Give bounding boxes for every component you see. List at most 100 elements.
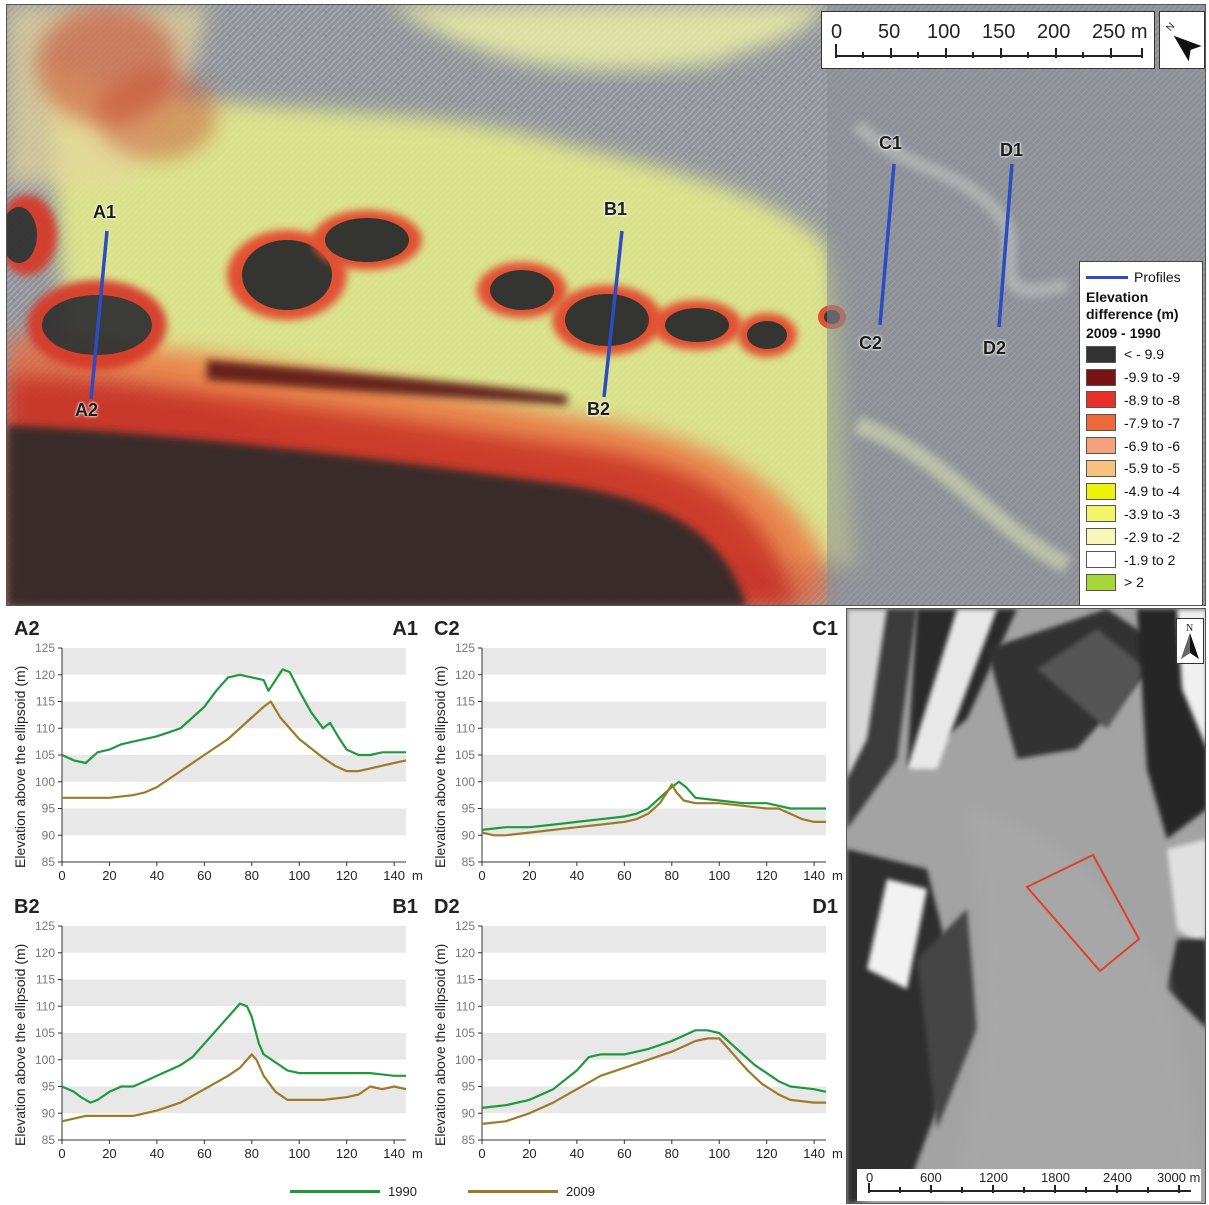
x-axis-unit: m bbox=[412, 868, 422, 883]
profile-label-a1: A1 bbox=[93, 202, 117, 222]
y-tick-label: 120 bbox=[35, 946, 55, 960]
grid-band bbox=[62, 926, 406, 953]
profile-line-c[interactable] bbox=[878, 163, 896, 326]
y-tick-label: 95 bbox=[462, 802, 476, 816]
profile-line-swatch bbox=[1086, 275, 1128, 279]
y-tick-label: 125 bbox=[455, 919, 475, 933]
profile-label-c2: C2 bbox=[859, 333, 883, 353]
legend-class-label: > 2 bbox=[1124, 574, 1144, 591]
scalebar-graphic: 0 50 100 150 200 250 m bbox=[831, 21, 1148, 58]
overview-north-label: N bbox=[1186, 623, 1193, 634]
y-tick-label: 90 bbox=[462, 1106, 476, 1120]
profile-start-label: C2 bbox=[434, 618, 460, 640]
legend-class-row: > 2 bbox=[1086, 571, 1196, 594]
x-tick-label: 120 bbox=[336, 1146, 358, 1161]
legend-class-row: -6.9 to -6 bbox=[1086, 434, 1196, 457]
north-arrow-icon: N bbox=[1164, 21, 1202, 62]
scale-tick-100: 100 bbox=[927, 21, 960, 43]
x-tick-label: 20 bbox=[522, 868, 536, 883]
y-tick-label: 85 bbox=[42, 855, 56, 869]
x-axis-unit: m bbox=[832, 868, 842, 883]
x-tick-label: 0 bbox=[478, 868, 485, 883]
north-arrow-box: N bbox=[1159, 11, 1205, 69]
x-tick-label: 100 bbox=[288, 1146, 310, 1161]
legend-class-swatch bbox=[1086, 528, 1116, 546]
grid-band bbox=[62, 701, 406, 729]
y-tick-label: 100 bbox=[455, 775, 475, 789]
profile-line-a[interactable] bbox=[89, 230, 109, 400]
x-axis-unit: m bbox=[832, 1146, 842, 1161]
profile-plot: 85 90 95 100 105 110 115 120 125 0 20 40 60 80 100 120 1… bbox=[35, 919, 422, 1161]
x-tick-label: 20 bbox=[522, 1146, 536, 1161]
profile-chart: 85 90 95 100 105 110 115 120 125 0 20 40 60 80 100 120 1… bbox=[428, 896, 842, 1168]
y-tick-label: 105 bbox=[455, 1026, 475, 1040]
x-tick-label: 40 bbox=[570, 868, 584, 883]
study-area-box[interactable] bbox=[1025, 853, 1141, 973]
y-tick-label: 125 bbox=[455, 641, 475, 655]
legend-class-row: < - 9.9 bbox=[1086, 343, 1196, 366]
ov-scale-tick-3000: 3000 m bbox=[1157, 1170, 1200, 1185]
profile-chart: 85 90 95 100 105 110 115 120 125 0 20 40 60 80 100 120 1… bbox=[428, 618, 842, 890]
legend-class-row: -4.9 to -4 bbox=[1086, 480, 1196, 503]
legend-class-row: -8.9 to -8 bbox=[1086, 389, 1196, 412]
x-tick-label: 20 bbox=[102, 1146, 116, 1161]
legend-class-swatch bbox=[1086, 505, 1116, 523]
legend-class-label: -9.9 to -9 bbox=[1124, 369, 1181, 386]
map-legend: Profiles Elevation difference (m) 2009 -… bbox=[1079, 261, 1203, 605]
grid-band bbox=[62, 808, 406, 836]
y-tick-label: 115 bbox=[456, 695, 475, 709]
x-tick-label: 80 bbox=[245, 1146, 259, 1161]
legend-1990: 1990 bbox=[290, 1183, 417, 1199]
legend-profiles: Profiles bbox=[1086, 267, 1196, 287]
ov-scale-tick-1200: 1200 bbox=[979, 1170, 1008, 1185]
profile-lines bbox=[89, 163, 1014, 400]
profile-line-b[interactable] bbox=[602, 230, 624, 398]
legend-profiles-label: Profiles bbox=[1134, 269, 1181, 285]
grid-band bbox=[62, 755, 406, 782]
overview-north-arrow-box: N bbox=[1176, 618, 1204, 664]
y-tick-label: 120 bbox=[455, 946, 475, 960]
overview-hillshade-map[interactable]: 0 600 1200 1800 2400 3000 m bbox=[846, 608, 1206, 1204]
x-tick-label: 80 bbox=[665, 1146, 679, 1161]
north-label: N bbox=[1164, 21, 1177, 34]
profile-label-b2: B2 bbox=[587, 399, 611, 419]
legend-class-row: -2.9 to -2 bbox=[1086, 525, 1196, 548]
legend-1990-label: 1990 bbox=[388, 1183, 417, 1199]
x-tick-label: 60 bbox=[197, 868, 211, 883]
legend-class-swatch bbox=[1086, 459, 1116, 477]
y-tick-label: 105 bbox=[455, 748, 475, 762]
legend-class-swatch bbox=[1086, 551, 1116, 569]
map-raster bbox=[7, 5, 1205, 605]
x-tick-label: 60 bbox=[617, 1146, 631, 1161]
y-tick-label: 125 bbox=[35, 919, 55, 933]
y-tick-label: 90 bbox=[42, 1106, 56, 1120]
scale-tick-150: 150 bbox=[982, 21, 1015, 43]
y-tick-label: 110 bbox=[36, 999, 55, 1013]
x-tick-label: 120 bbox=[756, 1146, 778, 1161]
y-tick-label: 85 bbox=[462, 1133, 476, 1147]
legend-class-swatch bbox=[1086, 482, 1116, 500]
legend-class-label: -3.9 to -3 bbox=[1124, 505, 1181, 522]
profile-line-d[interactable] bbox=[997, 163, 1014, 328]
x-tick-label: 60 bbox=[197, 1146, 211, 1161]
y-tick-label: 115 bbox=[36, 973, 55, 987]
profile-label-d2: D2 bbox=[983, 338, 1007, 358]
profile-end-label: C1 bbox=[812, 618, 838, 640]
x-tick-label: 20 bbox=[102, 868, 116, 883]
x-tick-label: 100 bbox=[708, 1146, 730, 1161]
profile-label-b1: B1 bbox=[604, 199, 628, 219]
x-tick-label: 140 bbox=[803, 868, 825, 883]
x-tick-label: 120 bbox=[756, 868, 778, 883]
legend-2009-line bbox=[468, 1189, 558, 1193]
series-1990-line bbox=[481, 1029, 827, 1109]
profile-start-label: B2 bbox=[14, 896, 40, 918]
x-axis-unit: m bbox=[412, 1146, 422, 1161]
profile-label-c1: C1 bbox=[879, 133, 903, 153]
series-2009-line bbox=[61, 1053, 407, 1123]
elevation-difference-map[interactable]: A1 A2 B1 B2 C1 C2 D1 D2 0 50 100 150 200… bbox=[6, 4, 1206, 606]
legend-title: Elevation difference (m) bbox=[1086, 289, 1179, 322]
x-tick-label: 40 bbox=[570, 1146, 584, 1161]
legend-1990-line bbox=[290, 1189, 380, 1193]
y-tick-label: 95 bbox=[42, 1080, 56, 1094]
y-tick-label: 95 bbox=[462, 1080, 476, 1094]
